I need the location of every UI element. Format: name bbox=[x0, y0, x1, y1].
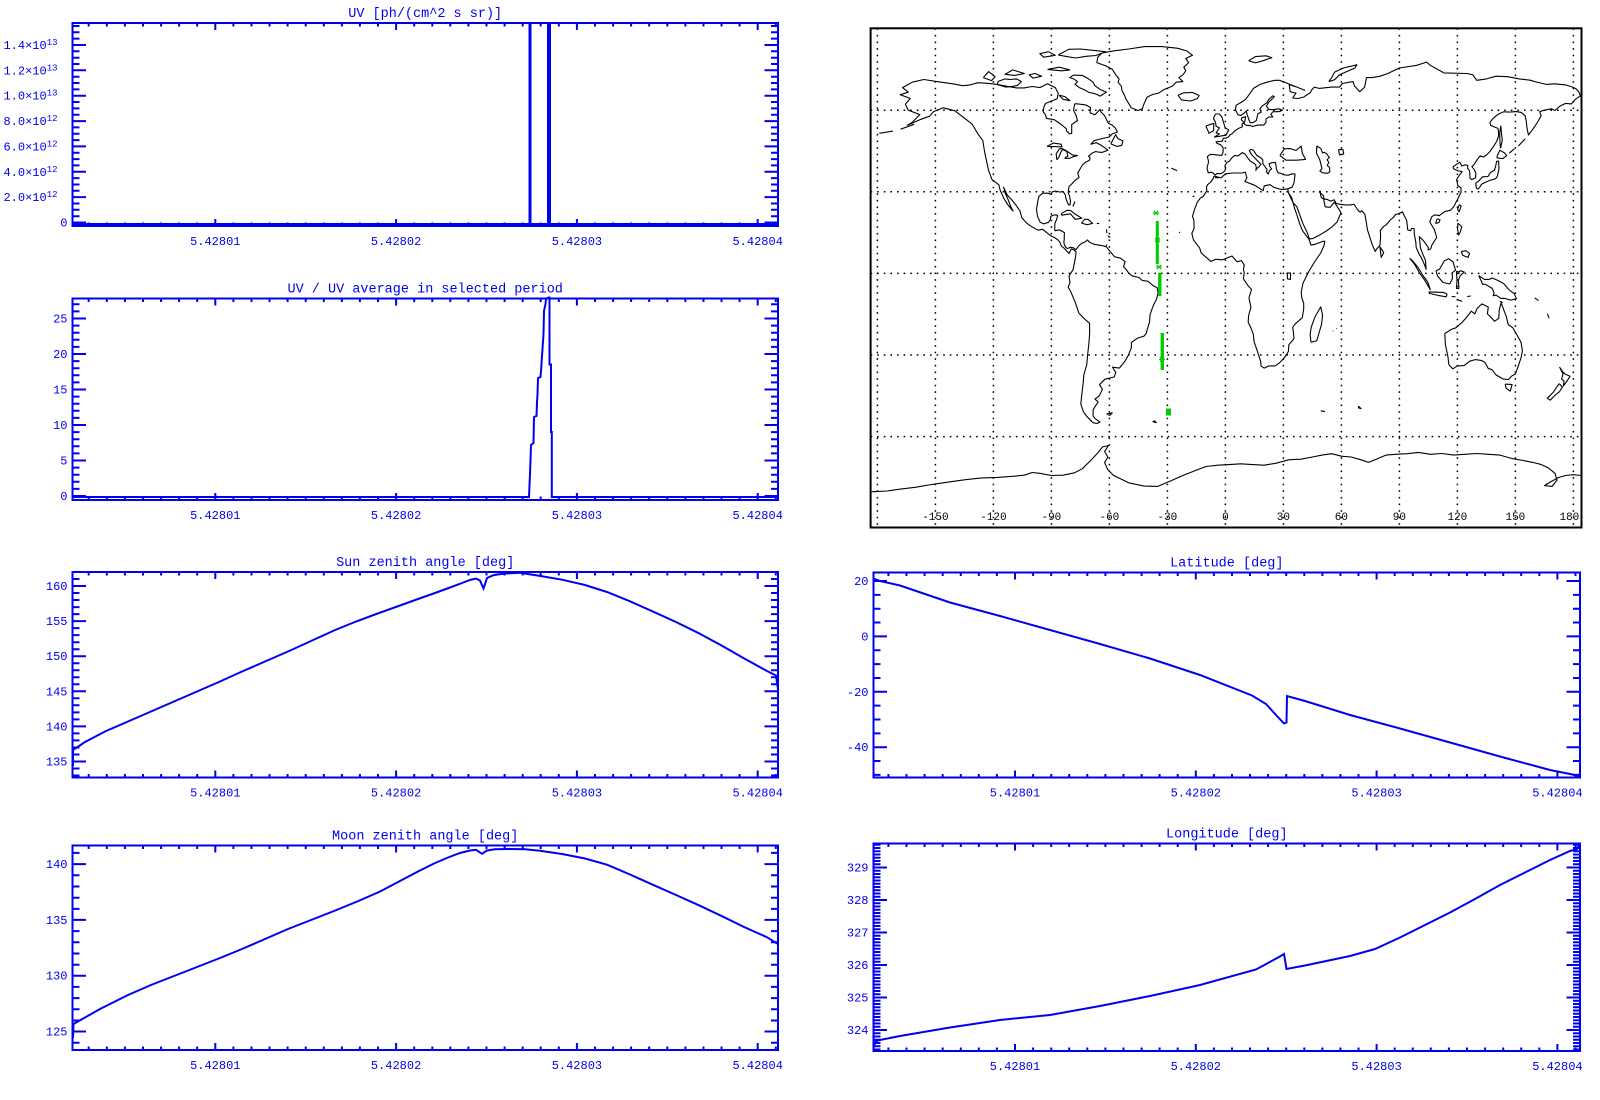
svg-text:5.42801: 5.42801 bbox=[190, 787, 240, 801]
svg-text:-20: -20 bbox=[847, 686, 869, 700]
svg-text:Sun zenith angle [deg]: Sun zenith angle [deg] bbox=[336, 556, 514, 571]
svg-text:-60: -60 bbox=[1099, 512, 1119, 524]
svg-text:5.42803: 5.42803 bbox=[552, 1059, 602, 1073]
svg-text:Longitude [deg]: Longitude [deg] bbox=[1166, 828, 1288, 843]
svg-text:140: 140 bbox=[46, 720, 68, 734]
svg-text:5.42801: 5.42801 bbox=[190, 235, 240, 249]
svg-text:160: 160 bbox=[46, 580, 68, 594]
svg-text:2.0×1012: 2.0×1012 bbox=[3, 190, 57, 205]
svg-text:5.42804: 5.42804 bbox=[732, 1059, 782, 1073]
svg-text:1.2×1013: 1.2×1013 bbox=[3, 63, 57, 78]
svg-text:5.42802: 5.42802 bbox=[371, 235, 421, 249]
svg-text:1.0×1013: 1.0×1013 bbox=[3, 89, 57, 104]
svg-text:5.42804: 5.42804 bbox=[1532, 1060, 1582, 1074]
svg-text:15: 15 bbox=[53, 384, 67, 398]
svg-text:5.42801: 5.42801 bbox=[990, 787, 1040, 801]
svg-text:90: 90 bbox=[1393, 512, 1406, 524]
svg-text:140: 140 bbox=[46, 858, 68, 872]
svg-text:120: 120 bbox=[1447, 512, 1467, 524]
svg-text:135: 135 bbox=[46, 756, 68, 770]
svg-text:5.42802: 5.42802 bbox=[1171, 1060, 1221, 1074]
svg-text:125: 125 bbox=[46, 1026, 68, 1040]
svg-text:5.42802: 5.42802 bbox=[371, 787, 421, 801]
svg-text:5.42804: 5.42804 bbox=[732, 235, 782, 249]
svg-text:5.42803: 5.42803 bbox=[552, 787, 602, 801]
svg-text:324: 324 bbox=[847, 1024, 869, 1038]
svg-text:0: 0 bbox=[1222, 512, 1229, 524]
svg-text:4.0×1012: 4.0×1012 bbox=[3, 165, 57, 180]
svg-text:325: 325 bbox=[847, 992, 869, 1006]
svg-text:60: 60 bbox=[1335, 512, 1348, 524]
svg-text:5.42804: 5.42804 bbox=[732, 509, 782, 523]
svg-text:Moon zenith angle [deg]: Moon zenith angle [deg] bbox=[332, 830, 518, 845]
svg-text:-120: -120 bbox=[980, 512, 1006, 524]
svg-text:-90: -90 bbox=[1041, 512, 1061, 524]
svg-text:5.42804: 5.42804 bbox=[1532, 787, 1582, 801]
svg-text:25: 25 bbox=[53, 313, 67, 327]
svg-text:5.42802: 5.42802 bbox=[371, 509, 421, 523]
svg-text:0: 0 bbox=[60, 217, 67, 231]
svg-text:UV [ph/(cm^2 s sr)]: UV [ph/(cm^2 s sr)] bbox=[348, 7, 502, 22]
svg-text:150: 150 bbox=[46, 650, 68, 664]
svg-text:UV / UV average in selected pe: UV / UV average in selected period bbox=[287, 283, 562, 298]
svg-text:10: 10 bbox=[53, 419, 67, 433]
svg-text:5.42802: 5.42802 bbox=[1171, 787, 1221, 801]
svg-text:-30: -30 bbox=[1157, 512, 1177, 524]
svg-text:5.42803: 5.42803 bbox=[1351, 787, 1401, 801]
svg-text:-150: -150 bbox=[922, 512, 948, 524]
svg-text:5.42801: 5.42801 bbox=[190, 1059, 240, 1073]
svg-text:1.4×1013: 1.4×1013 bbox=[3, 38, 57, 53]
svg-text:5.42803: 5.42803 bbox=[552, 509, 602, 523]
svg-text:180: 180 bbox=[1559, 512, 1579, 524]
svg-text:-40: -40 bbox=[847, 741, 869, 755]
svg-text:145: 145 bbox=[46, 685, 68, 699]
svg-text:30: 30 bbox=[1277, 512, 1290, 524]
svg-text:155: 155 bbox=[46, 615, 68, 629]
svg-text:5.42803: 5.42803 bbox=[1351, 1060, 1401, 1074]
svg-text:20: 20 bbox=[854, 575, 868, 589]
svg-text:326: 326 bbox=[847, 959, 869, 973]
svg-text:5: 5 bbox=[60, 455, 67, 469]
svg-text:0: 0 bbox=[861, 630, 868, 644]
svg-text:20: 20 bbox=[53, 348, 67, 362]
svg-text:8.0×1012: 8.0×1012 bbox=[3, 114, 57, 129]
svg-text:130: 130 bbox=[46, 970, 68, 984]
svg-text:5.42801: 5.42801 bbox=[990, 1060, 1040, 1074]
svg-text:329: 329 bbox=[847, 862, 869, 876]
svg-text:Latitude [deg]: Latitude [deg] bbox=[1170, 557, 1283, 572]
svg-text:5.42804: 5.42804 bbox=[732, 787, 782, 801]
svg-text:328: 328 bbox=[847, 894, 869, 908]
svg-text:327: 327 bbox=[847, 927, 869, 941]
svg-text:150: 150 bbox=[1505, 512, 1525, 524]
svg-text:5.42801: 5.42801 bbox=[190, 509, 240, 523]
svg-text:5.42803: 5.42803 bbox=[552, 235, 602, 249]
svg-text:5.42802: 5.42802 bbox=[371, 1059, 421, 1073]
svg-text:6.0×1012: 6.0×1012 bbox=[3, 139, 57, 154]
svg-text:0: 0 bbox=[60, 490, 67, 504]
svg-text:135: 135 bbox=[46, 914, 68, 928]
